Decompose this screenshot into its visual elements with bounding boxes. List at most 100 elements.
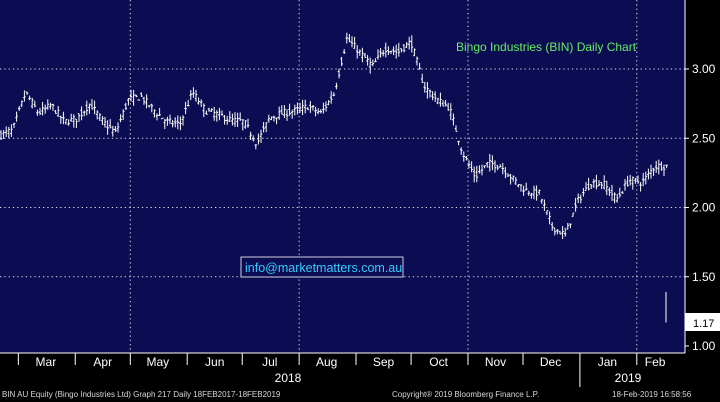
ohlc-bar bbox=[608, 187, 611, 196]
ohlc-bar bbox=[189, 89, 193, 101]
ohlc-bar bbox=[420, 73, 424, 83]
ohlc-bar bbox=[358, 49, 362, 56]
month-label: Jan bbox=[598, 355, 617, 369]
ohlc-bar bbox=[124, 102, 128, 111]
ohlc-bar bbox=[272, 115, 276, 122]
ohlc-bar bbox=[28, 95, 31, 101]
ohlc-bar bbox=[59, 115, 63, 124]
ohlc-bar bbox=[46, 99, 50, 110]
ohlc-bar bbox=[389, 50, 393, 55]
status-bar: BIN AU Equity (Bingo Industries Ltd) Gra… bbox=[0, 387, 720, 402]
ohlc-bar bbox=[212, 106, 216, 121]
ohlc-bar bbox=[90, 99, 94, 110]
month-label: Apr bbox=[93, 355, 112, 369]
ohlc-bar bbox=[665, 164, 668, 169]
ohlc-bar bbox=[522, 185, 525, 196]
ohlc-bar bbox=[379, 47, 382, 58]
ohlc-bar bbox=[244, 120, 247, 129]
ohlc-bar bbox=[140, 92, 143, 97]
ohlc-bar bbox=[241, 119, 245, 131]
ohlc-bar bbox=[192, 87, 195, 98]
ohlc-bar bbox=[550, 222, 554, 231]
month-label: Oct bbox=[429, 355, 448, 369]
ohlc-bar bbox=[145, 94, 148, 109]
ohlc-bar bbox=[441, 100, 445, 107]
ohlc-bar bbox=[387, 46, 390, 55]
ohlc-bar bbox=[332, 92, 336, 97]
ohlc-bar bbox=[121, 109, 125, 121]
ohlc-bar bbox=[132, 89, 135, 106]
y-tick-label: 2.50 bbox=[692, 131, 716, 145]
ohlc-bar bbox=[397, 42, 401, 57]
ohlc-bar bbox=[220, 110, 224, 116]
ohlc-bar bbox=[207, 107, 211, 112]
ohlc-bar bbox=[561, 226, 564, 240]
ohlc-bar bbox=[504, 167, 507, 179]
ohlc-bar bbox=[545, 210, 549, 216]
ohlc-bar bbox=[618, 187, 622, 198]
ohlc-bar bbox=[410, 35, 414, 53]
ohlc-bar bbox=[452, 113, 455, 126]
ohlc-bar bbox=[186, 99, 190, 107]
ohlc-bar bbox=[114, 126, 117, 132]
ohlc-bar bbox=[478, 165, 481, 174]
ohlc-bar bbox=[23, 90, 26, 102]
ohlc-bar bbox=[566, 222, 570, 230]
ohlc-bar bbox=[431, 91, 434, 101]
ohlc-bar bbox=[82, 110, 86, 117]
ohlc-bar bbox=[88, 103, 91, 114]
ohlc-bar bbox=[12, 122, 16, 129]
ohlc-bar bbox=[623, 179, 627, 191]
ohlc-bar bbox=[553, 227, 557, 236]
ohlc-bar bbox=[462, 151, 466, 162]
ohlc-bar bbox=[137, 99, 141, 101]
ohlc-bar bbox=[95, 110, 99, 120]
ohlc-bar bbox=[319, 109, 323, 114]
month-label: Feb bbox=[645, 355, 666, 369]
ohlc-bar bbox=[514, 177, 518, 186]
ohlc-bar bbox=[335, 82, 338, 90]
ohlc-bar bbox=[444, 99, 447, 107]
watermark-box bbox=[240, 256, 404, 278]
ohlc-bar bbox=[329, 91, 333, 104]
ohlc-bar bbox=[621, 191, 624, 194]
ohlc-bar bbox=[69, 113, 73, 122]
ohlc-bar bbox=[374, 58, 377, 63]
ohlc-bar bbox=[49, 102, 52, 110]
ohlc-bar bbox=[41, 101, 44, 116]
ohlc-bar bbox=[64, 118, 68, 125]
ohlc-bar bbox=[491, 155, 494, 171]
ohlc-bar bbox=[106, 120, 109, 135]
month-label: May bbox=[146, 355, 169, 369]
watermark-text: info@marketmatters.com.au bbox=[245, 261, 402, 275]
ohlc-bar bbox=[592, 178, 596, 188]
ohlc-bar bbox=[275, 117, 278, 125]
ohlc-bar bbox=[428, 89, 432, 98]
ohlc-bar bbox=[524, 182, 528, 191]
ohlc-bar bbox=[381, 49, 385, 57]
ohlc-bar bbox=[636, 175, 640, 184]
ohlc-bar bbox=[340, 56, 343, 67]
ohlc-bar bbox=[77, 113, 81, 122]
ohlc-bar bbox=[402, 44, 406, 53]
ohlc-bar bbox=[595, 174, 598, 190]
ohlc-bar bbox=[98, 113, 102, 121]
ohlc-bar bbox=[30, 97, 34, 109]
ohlc-bar bbox=[426, 82, 429, 99]
ohlc-bar bbox=[301, 99, 304, 116]
ohlc-bar bbox=[298, 102, 302, 113]
ohlc-bar bbox=[205, 110, 208, 115]
month-label: Dec bbox=[540, 355, 561, 369]
ohlc-bar bbox=[311, 104, 315, 111]
ohlc-bar bbox=[36, 109, 39, 116]
ohlc-bar bbox=[467, 160, 471, 169]
ohlc-bar bbox=[548, 211, 551, 225]
ohlc-bar bbox=[267, 114, 271, 123]
price-chart: info@marketmatters.com.au Bingo Industri… bbox=[0, 0, 720, 387]
ohlc-bar bbox=[587, 177, 590, 191]
ohlc-bar bbox=[197, 97, 200, 105]
ohlc-bar bbox=[589, 184, 593, 190]
ohlc-bar bbox=[485, 161, 489, 168]
ohlc-bar bbox=[7, 126, 11, 139]
ohlc-bar bbox=[51, 103, 55, 111]
